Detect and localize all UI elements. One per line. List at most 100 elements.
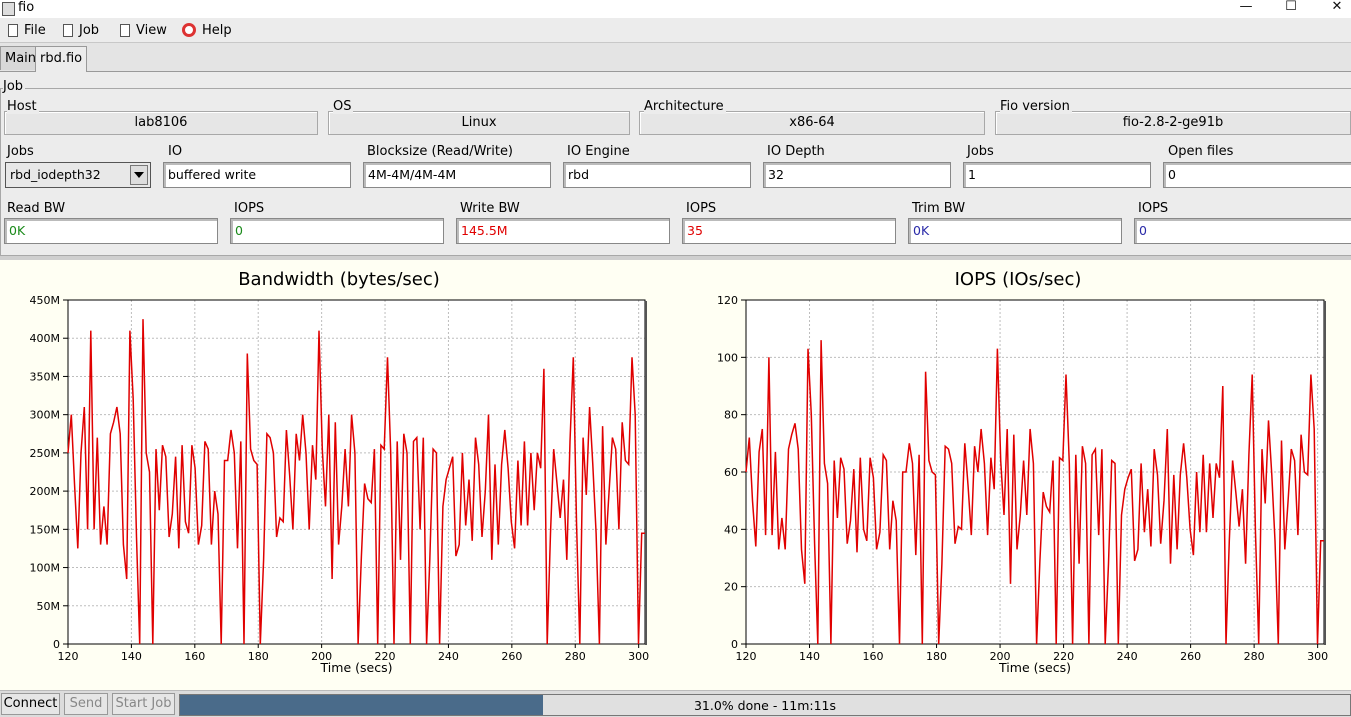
iops-xtick-label: 140: [799, 650, 820, 663]
bw-ytick-label: 250M: [30, 447, 61, 460]
open-files-label: Open files: [1168, 144, 1236, 159]
tab-main[interactable]: Main: [0, 46, 42, 70]
iops-ytick-label: 40: [724, 523, 738, 536]
os-value: Linux: [328, 111, 630, 135]
job-panel: Job Host lab8106 OS Linux Architecture x…: [0, 72, 1351, 256]
architecture-label: Architecture: [644, 99, 726, 114]
progress-fill: [180, 695, 543, 715]
iops-ytick-label: 120: [717, 294, 738, 307]
jobs-combo-label: Jobs: [7, 144, 36, 159]
progress-text: 31.0% done - 11m:11s: [693, 698, 837, 713]
write-bw-field[interactable]: 145.5M: [456, 218, 670, 244]
blocksize-field[interactable]: 4M-4M/4M-4M: [363, 162, 551, 188]
io-depth-field[interactable]: 32: [763, 162, 951, 188]
iops-xtick-label: 240: [1117, 650, 1138, 663]
write-iops-label: IOPS: [686, 201, 719, 216]
chevron-down-icon[interactable]: [130, 165, 148, 185]
read-iops-field[interactable]: 0: [230, 218, 444, 244]
bw-xtick-label: 200: [311, 650, 332, 663]
trim-iops-field[interactable]: 0: [1134, 218, 1351, 244]
io-engine-field[interactable]: rbd: [563, 162, 751, 188]
open-files-field[interactable]: 0: [1163, 162, 1351, 188]
menu-file-label: File: [24, 22, 46, 38]
read-bw-field[interactable]: 0K: [4, 218, 218, 244]
bw-xtick-label: 260: [501, 650, 522, 663]
send-button[interactable]: Send: [64, 693, 108, 715]
bw-xtick-label: 220: [375, 650, 396, 663]
iops-xtick-label: 220: [1053, 650, 1074, 663]
iops-series-line: [745, 340, 1324, 645]
io-depth-label: IO Depth: [767, 144, 827, 159]
bw-xtick-label: 280: [565, 650, 586, 663]
iops-xtick-label: 120: [736, 650, 757, 663]
trim-bw-label: Trim BW: [912, 201, 968, 216]
bw-ytick-label: 400M: [30, 332, 61, 345]
trim-iops-label: IOPS: [1138, 201, 1171, 216]
iops-xtick-label: 160: [863, 650, 884, 663]
menu-help[interactable]: Help: [182, 21, 232, 39]
bw-xtick-label: 140: [121, 650, 142, 663]
minimize-button[interactable]: —: [1239, 0, 1253, 14]
tab-rbd-fio[interactable]: rbd.fio: [35, 46, 88, 72]
iops-ytick-label: 60: [724, 466, 738, 479]
read-iops-label: IOPS: [234, 201, 267, 216]
app-icon: [2, 2, 15, 16]
bw-series-line: [67, 319, 645, 645]
iops-ytick-label: 80: [724, 409, 738, 422]
bw-xtick-label: 180: [248, 650, 269, 663]
read-bw-label: Read BW: [7, 201, 68, 216]
fio-version-value: fio-2.8-2-ge91b: [995, 111, 1351, 135]
iops-xtick-label: 200: [990, 650, 1011, 663]
architecture-value: x86-64: [639, 111, 985, 135]
iops-xtick-label: 280: [1244, 650, 1265, 663]
bw-xtick-label: 300: [628, 650, 649, 663]
menu-file[interactable]: File: [8, 21, 46, 39]
lifebuoy-icon: [182, 23, 196, 37]
jobs-count-field[interactable]: 1: [963, 162, 1151, 188]
menu-help-label: Help: [202, 22, 232, 38]
bw-xtick-label: 120: [58, 650, 79, 663]
os-label: OS: [333, 99, 354, 114]
bw-ytick-label: 0: [53, 638, 60, 651]
document-icon: [8, 23, 18, 37]
window-title: fio: [18, 0, 35, 15]
io-engine-label: IO Engine: [567, 144, 632, 159]
job-group-label: Job: [3, 79, 26, 94]
jobs-dropdown[interactable]: rbd_iodepth32: [5, 162, 151, 188]
iops-ytick-label: 100: [717, 351, 738, 364]
job-frame: [0, 88, 1351, 256]
bw-xtick-label: 240: [438, 650, 459, 663]
bw-ytick-label: 100M: [30, 562, 61, 575]
jobs-dropdown-value: rbd_iodepth32: [10, 167, 101, 182]
io-field[interactable]: buffered write: [163, 162, 351, 188]
menu-view[interactable]: View: [120, 21, 167, 39]
bw-ytick-label: 50M: [37, 600, 61, 613]
bw-ytick-label: 300M: [30, 409, 61, 422]
close-button[interactable]: ✕: [1331, 0, 1343, 14]
start-job-button[interactable]: Start Job: [112, 693, 175, 715]
iops-xtick-label: 300: [1307, 650, 1328, 663]
host-label: Host: [7, 99, 39, 114]
status-bar: Connect Send Start Job 31.0% done - 11m:…: [0, 690, 1351, 717]
fio-version-label: Fio version: [1000, 99, 1072, 114]
write-bw-label: Write BW: [460, 201, 522, 216]
io-label: IO: [168, 144, 185, 159]
maximize-button[interactable]: ☐: [1285, 0, 1297, 14]
iops-ytick-label: 20: [724, 581, 738, 594]
iops-xtick-label: 260: [1180, 650, 1201, 663]
menu-bar: File Job View Help: [0, 18, 1351, 43]
write-iops-field[interactable]: 35: [682, 218, 896, 244]
pane-divider[interactable]: [0, 256, 1351, 260]
menu-job[interactable]: Job: [63, 21, 99, 39]
trim-bw-field[interactable]: 0K: [908, 218, 1122, 244]
bw-xtick-label: 160: [184, 650, 205, 663]
host-value: lab8106: [4, 111, 318, 135]
menu-view-label: View: [136, 22, 167, 38]
jobs-count-label: Jobs: [967, 144, 996, 159]
bw-ytick-label: 150M: [30, 523, 61, 536]
iops-xtick-label: 180: [926, 650, 947, 663]
document-icon: [120, 23, 130, 37]
connect-button[interactable]: Connect: [1, 693, 60, 715]
iops-ytick-label: 0: [731, 638, 738, 651]
menu-job-label: Job: [79, 22, 100, 38]
